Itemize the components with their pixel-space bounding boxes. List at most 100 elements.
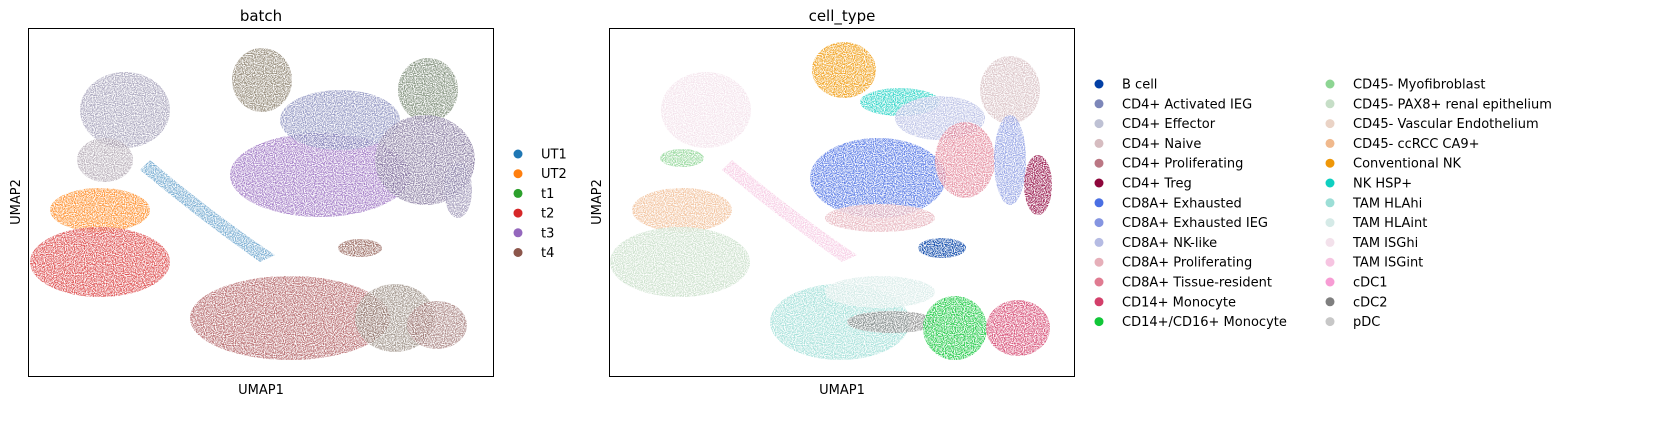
legend-marker	[1094, 218, 1104, 228]
cluster-cd4-naive	[980, 56, 1040, 124]
legend-marker	[513, 208, 523, 218]
legend-label: UT2	[541, 167, 567, 182]
cluster-island	[338, 239, 382, 257]
legend-marker	[513, 169, 523, 179]
x-axis-label: UMAP1	[238, 383, 284, 398]
legend-item: CD45- Vascular Endothelium	[1325, 117, 1539, 132]
legend-item: t3	[513, 226, 554, 241]
cluster-t3-main	[230, 133, 410, 217]
legend-label: NK HSP+	[1353, 177, 1412, 192]
cluster-isgint-bridge	[722, 160, 857, 262]
legend-marker	[1094, 119, 1104, 129]
cluster-pax8	[610, 227, 750, 297]
legend-marker	[1325, 218, 1335, 228]
legend-label: TAM ISGhi	[1352, 236, 1418, 251]
cluster-upper-left	[80, 72, 170, 148]
legend-label: CD8A+ Proliferating	[1122, 256, 1252, 271]
legend-label: CD4+ Treg	[1122, 177, 1192, 192]
legend-item: TAM ISGint	[1325, 256, 1423, 271]
legend-marker	[1325, 237, 1335, 247]
batch-scatter	[30, 48, 475, 360]
cluster-bottom-far-right	[407, 301, 467, 349]
legend-item: CD45- ccRCC CA9+	[1325, 137, 1480, 152]
cell-type-panel: cell_type	[590, 7, 1552, 398]
cluster-cd14-cd16-monocyte	[923, 296, 987, 360]
legend-marker	[1094, 79, 1104, 89]
legend-item: CD4+ Treg	[1094, 177, 1192, 192]
legend-item: CD4+ Proliferating	[1094, 157, 1243, 172]
legend-item: t1	[513, 187, 554, 202]
legend-marker	[513, 188, 523, 198]
cluster-cd4-treg	[1024, 155, 1052, 215]
legend-marker	[1094, 297, 1104, 307]
legend-label: cDC2	[1353, 295, 1388, 310]
legend-label: CD8A+ Tissue-resident	[1122, 276, 1272, 291]
cluster-myofibroblast	[660, 149, 704, 167]
legend-label: TAM HLAhi	[1352, 196, 1422, 211]
legend-marker	[1325, 317, 1335, 327]
legend-label: B cell	[1122, 78, 1157, 93]
legend-label: CD14+/CD16+ Monocyte	[1122, 315, 1287, 330]
legend-item: t2	[513, 207, 554, 222]
cluster-cd8-proliferating	[825, 204, 935, 232]
legend-label: CD4+ Naive	[1122, 137, 1201, 152]
legend-marker	[1094, 99, 1104, 109]
legend-marker	[1325, 158, 1335, 168]
legend-label: TAM HLAint	[1352, 216, 1427, 231]
legend-item: CD8A+ Proliferating	[1094, 256, 1252, 271]
legend-label: t1	[541, 187, 554, 202]
legend-marker	[513, 149, 523, 159]
plot-frame	[609, 28, 1075, 377]
legend-marker	[1094, 237, 1104, 247]
cluster-right-top	[398, 58, 458, 122]
legend-marker	[1094, 138, 1104, 148]
x-axis-label: UMAP1	[819, 383, 865, 398]
cluster-bottom-center	[190, 276, 390, 360]
legend-item: CD4+ Activated IEG	[1094, 97, 1252, 112]
legend-marker	[1094, 178, 1104, 188]
legend-item: CD8A+ Exhausted IEG	[1094, 216, 1268, 231]
legend-item: TAM HLAhi	[1325, 196, 1422, 211]
legend-label: CD8A+ Exhausted	[1122, 196, 1242, 211]
panel-title: cell_type	[809, 7, 876, 26]
y-axis-label: UMAP2	[9, 179, 24, 225]
legend-label: t3	[541, 226, 554, 241]
batch-legend: UT1 UT2 t1 t2 t3 t4	[513, 148, 567, 261]
legend-label: TAM ISGint	[1352, 256, 1423, 271]
legend-marker	[1325, 119, 1335, 129]
cluster-ccrcc	[632, 188, 732, 232]
cluster-upper-left-arm	[77, 138, 133, 182]
legend-item: B cell	[1094, 78, 1157, 93]
cell-type-legend: B cell CD4+ Activated IEG CD4+ Effector CD4…	[1094, 78, 1552, 330]
legend-item: cDC1	[1325, 276, 1388, 291]
cluster-cd8-exhausted	[810, 138, 946, 218]
legend-label: CD4+ Proliferating	[1122, 157, 1243, 172]
legend-label: CD4+ Activated IEG	[1122, 97, 1252, 112]
cluster-ut2	[50, 188, 150, 232]
legend-marker	[1094, 257, 1104, 267]
legend-label: t4	[541, 246, 554, 261]
cluster-tam-hlaint	[825, 276, 935, 308]
cluster-conventional-nk	[812, 42, 876, 98]
cluster-cdc2	[847, 311, 937, 333]
batch-panel: batch UMAP1	[9, 7, 567, 398]
legend-label: CD8A+ NK-like	[1122, 236, 1217, 251]
cell-type-scatter	[610, 42, 1052, 360]
legend-marker	[1325, 178, 1335, 188]
legend-marker	[1094, 158, 1104, 168]
legend-marker	[513, 228, 523, 238]
legend-marker	[1325, 297, 1335, 307]
legend-item: CD8A+ Tissue-resident	[1094, 276, 1272, 291]
cluster-t3-upper	[280, 90, 400, 150]
cluster-t2-left	[30, 227, 170, 297]
legend-label: CD45- Myofibroblast	[1353, 78, 1485, 93]
legend-item: UT2	[513, 167, 567, 182]
legend-label: CD4+ Effector	[1122, 117, 1216, 132]
legend-item: CD14+/CD16+ Monocyte	[1094, 315, 1287, 330]
plot-frame	[28, 28, 494, 377]
legend-item: CD45- PAX8+ renal epithelium	[1325, 97, 1552, 112]
legend-label: CD8A+ Exhausted IEG	[1122, 216, 1268, 231]
legend-marker	[1094, 277, 1104, 287]
legend-label: t2	[541, 207, 554, 222]
